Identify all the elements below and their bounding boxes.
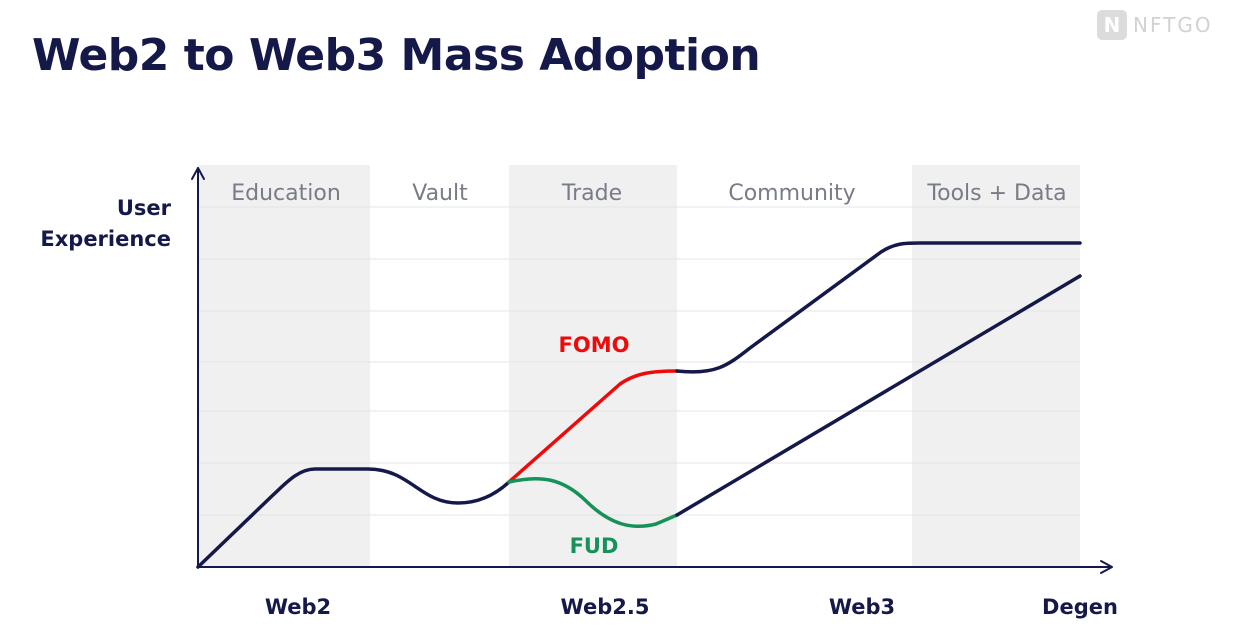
x-label-web2-5: Web2.5 xyxy=(561,595,650,619)
x-label-degen: Degen xyxy=(1042,595,1118,619)
phase-label-education: Education xyxy=(231,181,341,206)
band-trade xyxy=(509,165,677,567)
curves xyxy=(196,241,1082,569)
fud-label: FUD xyxy=(570,534,619,558)
page-title: Web2 to Web3 Mass Adoption xyxy=(32,30,761,81)
phase-label-trade: Trade xyxy=(561,181,622,206)
x-label-web3: Web3 xyxy=(829,595,895,619)
y-axis-label-line-1: User xyxy=(117,196,172,220)
fomo-curve xyxy=(507,369,679,484)
phase-label-tools-data: Tools + Data xyxy=(926,181,1066,206)
main-curve xyxy=(196,467,511,569)
upper-curve xyxy=(675,241,1082,374)
nftgo-logo-icon: N xyxy=(1097,10,1127,40)
axes xyxy=(191,167,1113,574)
fud-curve xyxy=(507,476,679,528)
band-tools-data xyxy=(912,165,1080,567)
fomo-label: FOMO xyxy=(559,333,630,357)
band-education xyxy=(198,165,370,567)
phase-label-community: Community xyxy=(728,181,855,206)
y-axis-arrow-icon xyxy=(191,167,205,180)
lower-curve xyxy=(675,274,1082,517)
x-axis-arrow-icon xyxy=(1100,560,1113,574)
y-axis-label-line-2: Experience xyxy=(40,227,171,251)
x-label-web2: Web2 xyxy=(265,595,331,619)
brand-logo: N NFTGO xyxy=(1097,9,1213,41)
brand-name: NFTGO xyxy=(1133,13,1213,37)
phase-label-vault: Vault xyxy=(412,181,468,206)
